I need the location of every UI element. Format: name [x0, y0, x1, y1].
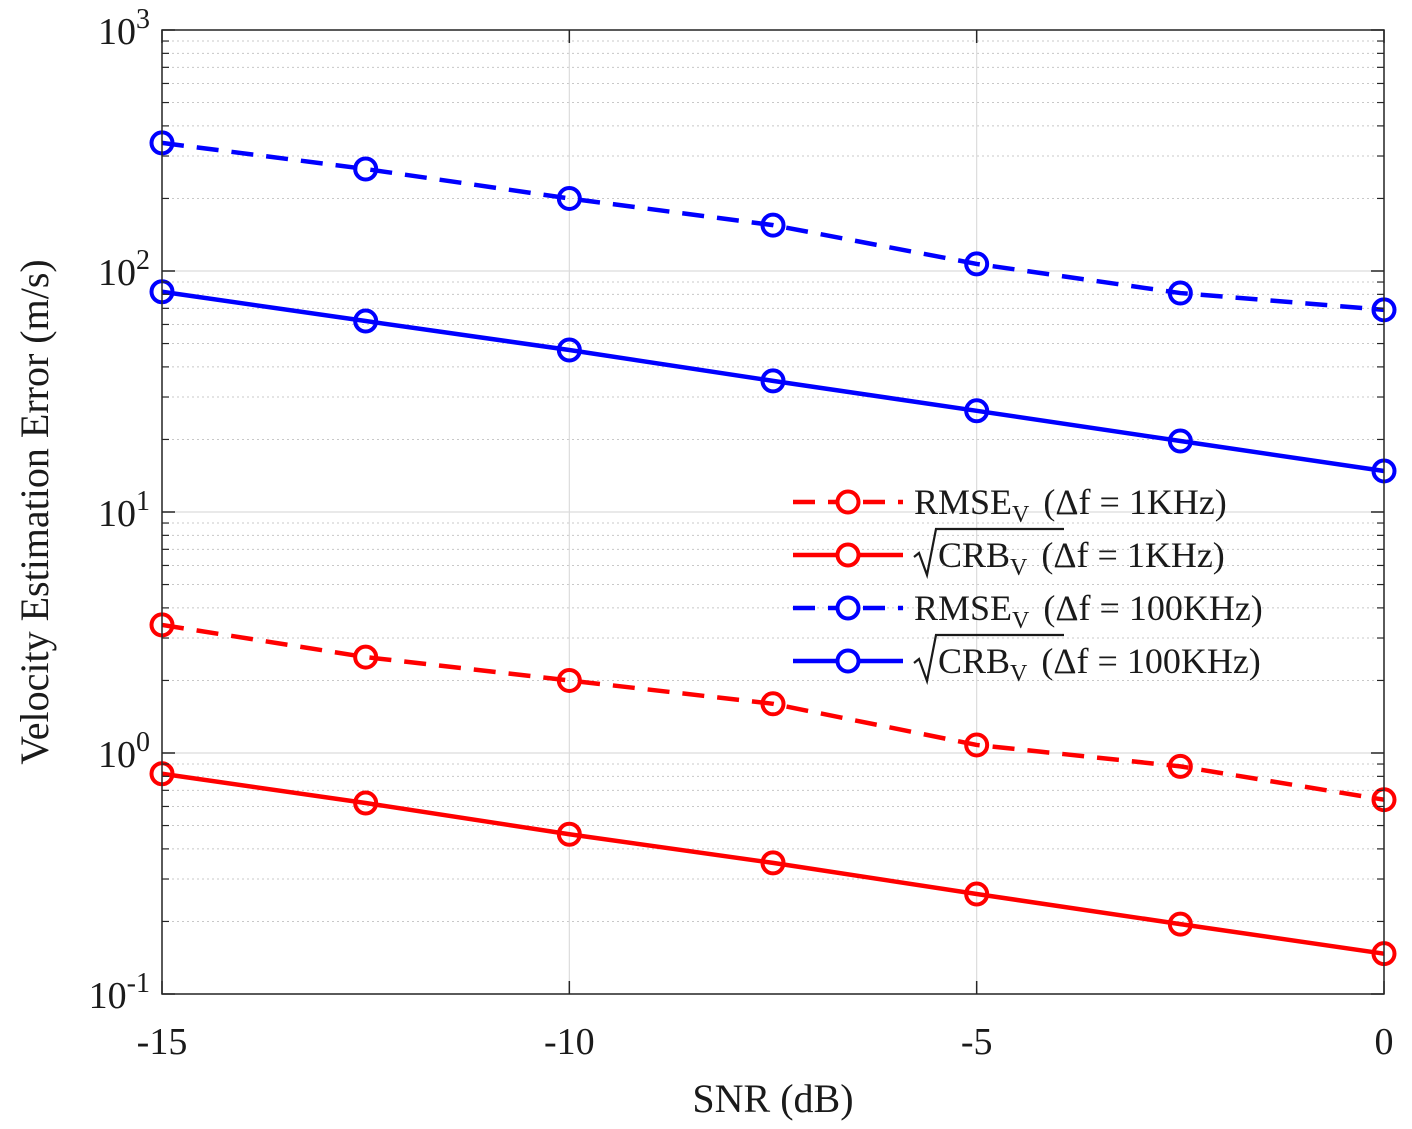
tick-marks: [161, 29, 1385, 995]
series-line: [161, 289, 1385, 474]
legend-entry-4: CRBV (Δf = 100KHz): [793, 633, 1261, 687]
data-point-marker: [353, 644, 379, 670]
data-point-marker: [964, 732, 990, 758]
x-axis-title: SNR (dB): [692, 1076, 853, 1121]
data-point-marker: [353, 790, 379, 816]
series-layer: [149, 130, 1397, 967]
x-tick-label: -5: [961, 1021, 993, 1063]
data-point-marker: [556, 821, 582, 847]
data-point-marker: [556, 667, 582, 693]
sqrt-symbol: [913, 527, 1064, 580]
data-point-marker: [1167, 428, 1193, 454]
legend-entry-2: CRBV (Δf = 1KHz): [793, 527, 1225, 581]
minor-grid: [162, 40, 1384, 922]
data-point-marker: [1167, 280, 1193, 306]
data-point-marker: [1167, 753, 1193, 779]
y-tick-label: 101: [98, 486, 150, 535]
data-point-marker: [353, 308, 379, 334]
data-point-marker: [760, 368, 786, 394]
legend-label: RMSEV (Δf = 100KHz): [914, 588, 1263, 634]
sqrt-symbol: [913, 633, 1064, 686]
y-axis-title: Velocity Estimation Error (m/s): [12, 259, 57, 764]
data-point-marker: [353, 156, 379, 182]
x-tick-labels: -15 -10 -5 0: [137, 1021, 1394, 1063]
legend-marker: [835, 542, 861, 568]
y-tick-label: 103: [98, 4, 150, 53]
legend-entry-1: RMSEV (Δf = 1KHz): [793, 482, 1227, 528]
data-point-marker: [964, 881, 990, 907]
data-point-marker: [556, 337, 582, 363]
series-line: [161, 140, 1385, 313]
y-tick-label: 102: [98, 245, 150, 294]
data-point-marker: [1167, 911, 1193, 937]
legend-marker: [835, 648, 861, 674]
series-line: [161, 622, 1385, 802]
series-line: [161, 771, 1385, 956]
x-tick-label: -10: [544, 1021, 595, 1063]
legend-marker: [835, 595, 861, 621]
legend-label: CRBV (Δf = 1KHz): [938, 535, 1225, 581]
data-point-marker: [760, 691, 786, 717]
data-point-marker: [760, 850, 786, 876]
legend: RMSEV (Δf = 1KHz) CRBV (Δf = 1KHz) RMSEV (Δf …: [793, 482, 1263, 687]
data-point-marker: [760, 212, 786, 238]
data-point-marker: [964, 251, 990, 277]
y-tick-label: 100: [98, 727, 150, 776]
legend-entry-3: RMSEV (Δf = 100KHz): [793, 588, 1263, 634]
data-point-marker: [964, 398, 990, 424]
series-4: [149, 279, 1397, 484]
data-point-marker: [556, 185, 582, 211]
legend-marker: [835, 489, 861, 515]
y-tick-label: 10-1: [89, 968, 150, 1017]
series-2: [149, 761, 1397, 967]
legend-label: RMSEV (Δf = 1KHz): [914, 482, 1227, 528]
y-tick-labels: 10-1 100 101 102 103: [89, 4, 150, 1017]
legend-label: CRBV (Δf = 100KHz): [938, 641, 1261, 687]
x-tick-label: -15: [137, 1021, 188, 1063]
x-tick-label: 0: [1375, 1021, 1394, 1063]
